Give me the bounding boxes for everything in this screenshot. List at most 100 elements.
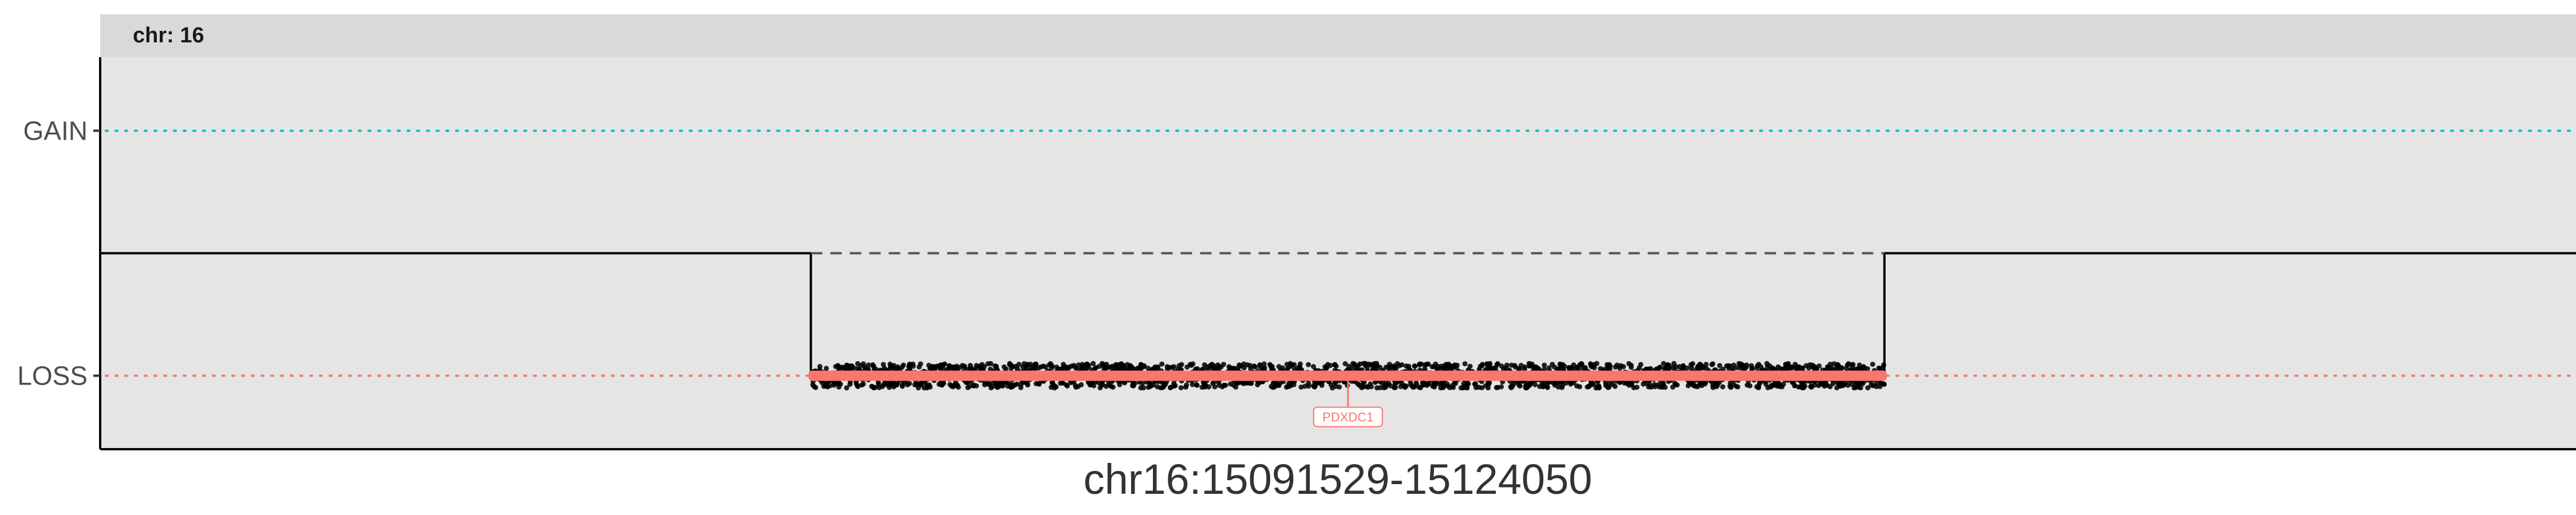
- scatter-point: [1684, 365, 1690, 371]
- scatter-point: [1522, 366, 1527, 372]
- scatter-point: [837, 365, 843, 370]
- scatter-point: [858, 363, 863, 369]
- scatter-point: [962, 363, 967, 369]
- scatter-point: [1151, 365, 1157, 371]
- y-tick-label-loss: LOSS: [17, 361, 88, 391]
- scatter-point: [1160, 384, 1166, 390]
- scatter-point: [1179, 362, 1184, 367]
- scatter-point: [1499, 363, 1504, 369]
- scatter-point: [1542, 362, 1547, 368]
- scatter-point: [1881, 362, 1887, 368]
- scatter-point: [1574, 383, 1579, 389]
- scatter-point: [866, 366, 871, 372]
- scatter-point: [1641, 381, 1646, 387]
- scatter-point: [871, 364, 876, 370]
- scatter-point: [1487, 362, 1492, 367]
- scatter-point: [1789, 365, 1795, 371]
- scatter-point: [1328, 382, 1334, 387]
- scatter-point: [985, 361, 991, 367]
- scatter-point: [834, 381, 840, 386]
- scatter-point: [1248, 366, 1254, 372]
- scatter-point: [1350, 360, 1356, 366]
- gene-label-text: PDXDC1: [1322, 410, 1373, 425]
- scatter-point: [1504, 362, 1510, 368]
- scatter-point: [1073, 385, 1078, 390]
- scatter-point: [1064, 382, 1069, 387]
- scatter-point: [1610, 382, 1615, 387]
- scatter-point: [1212, 366, 1218, 371]
- scatter-point: [1261, 361, 1267, 367]
- scatter-point: [1647, 382, 1652, 387]
- scatter-point: [1783, 365, 1788, 370]
- y-tick-label-gain: GAIN: [23, 116, 88, 145]
- scatter-point: [1228, 365, 1234, 371]
- scatter-point: [1255, 382, 1261, 387]
- scatter-point: [880, 362, 886, 367]
- scatter-point: [1416, 385, 1422, 390]
- scatter-point: [1546, 365, 1552, 371]
- scatter-point: [859, 382, 864, 388]
- scatter-point: [1839, 365, 1844, 371]
- scatter-point: [967, 363, 973, 369]
- scatter-point: [1141, 385, 1147, 391]
- scatter-point: [1403, 363, 1409, 369]
- scatter-point: [1302, 383, 1308, 389]
- scatter-point: [1487, 380, 1492, 386]
- scatter-point: [1665, 362, 1670, 367]
- scatter-point: [1733, 383, 1739, 389]
- scatter-point: [1223, 382, 1228, 388]
- scatter-point: [1697, 381, 1703, 386]
- scatter-point: [1306, 362, 1311, 367]
- scatter-point: [1476, 385, 1481, 390]
- scatter-point: [1244, 362, 1250, 368]
- scatter-point: [1422, 366, 1428, 371]
- scatter-point: [1311, 364, 1316, 370]
- scatter-point: [1172, 383, 1178, 389]
- scatter-point: [1865, 366, 1870, 371]
- scatter-point: [1399, 362, 1405, 367]
- scatter-point: [1280, 365, 1286, 371]
- scatter-point: [1511, 381, 1517, 386]
- scatter-point: [847, 382, 853, 387]
- scatter-point: [1404, 383, 1409, 389]
- scatter-point: [939, 382, 945, 388]
- scatter-point: [1830, 381, 1836, 386]
- scatter-point: [1556, 366, 1562, 371]
- facet-strip: [100, 14, 2576, 57]
- scatter-point: [1686, 380, 1692, 386]
- scatter-point: [1046, 362, 1052, 368]
- scatter-point: [1529, 361, 1535, 367]
- scatter-point: [918, 381, 924, 387]
- scatter-point: [994, 382, 999, 387]
- scatter-point: [1159, 361, 1165, 367]
- scatter-point: [1531, 366, 1536, 371]
- scatter-point: [1233, 384, 1239, 390]
- scatter-point: [887, 361, 893, 367]
- scatter-point: [999, 383, 1005, 389]
- scatter-point: [1785, 360, 1791, 366]
- scatter-point: [1221, 362, 1226, 367]
- scatter-point: [915, 385, 921, 391]
- scatter-point: [1115, 362, 1120, 367]
- scatter-point: [1449, 365, 1455, 371]
- scatter-point: [1016, 362, 1022, 367]
- scatter-point: [1730, 366, 1736, 372]
- scatter-point: [974, 363, 979, 369]
- scatter-point: [1449, 383, 1455, 388]
- scatter-point: [1461, 385, 1467, 390]
- scatter-point: [1834, 385, 1840, 391]
- scatter-point: [1184, 365, 1190, 370]
- scatter-point: [990, 383, 995, 389]
- scatter-point: [1036, 365, 1041, 371]
- scatter-point: [1552, 380, 1558, 386]
- scatter-point: [1373, 365, 1378, 371]
- scatter-point: [1333, 383, 1339, 389]
- scatter-point: [819, 380, 825, 386]
- scatter-point: [1141, 363, 1147, 369]
- scatter-point: [1855, 381, 1861, 387]
- scatter-point: [1744, 382, 1750, 388]
- scatter-point: [1566, 365, 1572, 370]
- scatter-point: [1093, 365, 1099, 370]
- scatter-point: [1689, 365, 1694, 371]
- scatter-point: [1585, 384, 1590, 390]
